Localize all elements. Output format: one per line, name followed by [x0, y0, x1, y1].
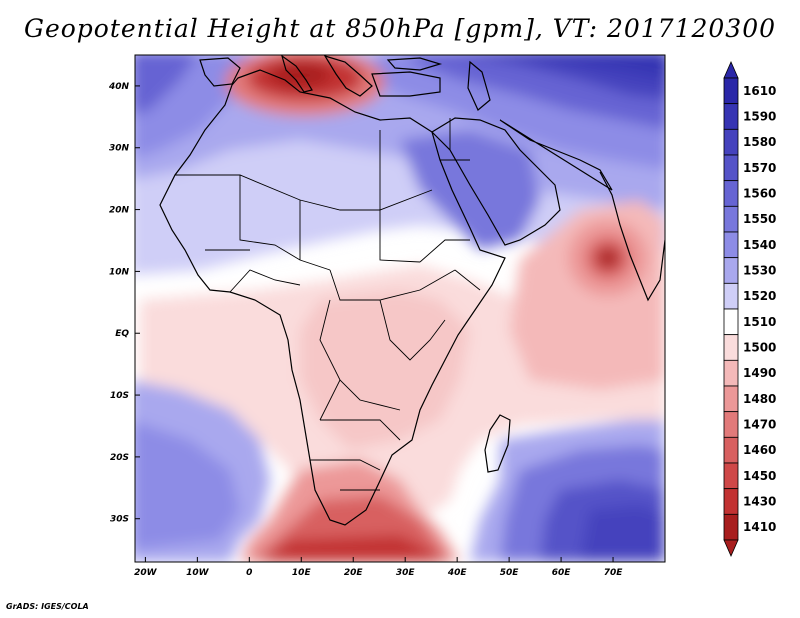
colorbar-label: 1530	[743, 264, 776, 278]
colorbar-swatch	[723, 103, 739, 130]
iberia-coast	[199, 57, 241, 87]
lon-tick-label: 10W	[186, 568, 210, 578]
colorbar-label: 1610	[743, 84, 776, 98]
colorbar-swatch	[723, 436, 739, 464]
turkey-coast	[371, 71, 441, 97]
colorbar-swatch	[723, 77, 739, 105]
lon-tick-label: 0	[246, 568, 252, 578]
colorbar-label: 1500	[743, 341, 776, 355]
colorbar-swatch	[723, 462, 739, 490]
colorbar: 1610 1590 1580 1570 1560 1550 1540 1530 1520 1510…	[723, 61, 776, 557]
lat-tick-label: 20S	[110, 453, 129, 463]
balkans-coast	[323, 55, 373, 97]
lon-tick-label: 20W	[134, 568, 158, 578]
colorbar-swatch	[723, 411, 739, 438]
height-field	[135, 55, 665, 562]
colorbar-label: 1430	[743, 495, 776, 509]
colorbar-swatch	[723, 128, 739, 156]
madagascar	[484, 414, 511, 473]
caspian-sea	[467, 60, 491, 111]
colorbar-label: 1550	[743, 212, 776, 226]
lat-tick-label: 10N	[109, 267, 130, 277]
colorbar-label: 1560	[743, 187, 776, 201]
colorbar-label: 1410	[743, 520, 776, 534]
colorbar-label: 1570	[743, 161, 776, 175]
italy-coast	[281, 55, 313, 93]
colorbar-swatch	[723, 205, 739, 233]
lon-tick-label: 30E	[396, 568, 416, 578]
lon-tick-label: 40E	[447, 568, 468, 578]
colorbar-swatch	[723, 154, 739, 182]
colorbar-label: 1450	[743, 469, 776, 483]
colorbar-swatch	[723, 282, 739, 310]
lon-tick-label: 60E	[552, 568, 572, 578]
colorbar-top-arrow	[723, 61, 739, 79]
colorbar-label: 1540	[743, 238, 776, 252]
colorbar-label: 1590	[743, 110, 776, 124]
country-borders	[175, 118, 481, 491]
lon-tick-label: 50E	[500, 568, 520, 578]
colorbar-label: 1470	[743, 418, 776, 432]
colorbar-swatch	[723, 359, 739, 387]
colorbar-swatch	[723, 308, 739, 336]
lon-tick-label: 10E	[292, 568, 312, 578]
lon-tick-label: 70E	[604, 568, 624, 578]
colorbar-swatch	[723, 231, 739, 259]
colorbar-swatch	[723, 257, 739, 284]
lat-tick-label: 30N	[109, 144, 130, 154]
africa-coastline	[159, 69, 506, 526]
colorbar-label: 1480	[743, 392, 776, 406]
iran-coast	[499, 119, 613, 191]
lat-tick-label: 30S	[110, 515, 129, 525]
colorbar-swatch	[723, 513, 739, 541]
black-sea	[386, 57, 443, 71]
lat-tick-label: 10S	[110, 391, 129, 401]
colorbar-bottom-arrow	[723, 539, 739, 557]
colorbar-swatch	[723, 488, 739, 515]
colorbar-swatch	[723, 180, 739, 207]
colorbar-label: 1490	[743, 366, 776, 380]
lat-tick-label: 20N	[109, 206, 130, 216]
coastlines	[159, 55, 665, 526]
colorbar-swatch	[723, 334, 739, 361]
longitude-axis: 20W 10W 0 10E 20E 30E 40E 50E 60E 70E	[134, 557, 623, 578]
colorbar-label: 1460	[743, 443, 776, 457]
colorbar-label: 1580	[743, 135, 776, 149]
lon-tick-label: 20E	[344, 568, 364, 578]
india-coast	[599, 171, 665, 302]
grads-credit: GrADS: IGES/COLA	[6, 602, 89, 611]
colorbar-label: 1520	[743, 289, 776, 303]
colorbar-label: 1510	[743, 315, 776, 329]
lat-tick-label: 40N	[108, 82, 130, 92]
plot-frame	[134, 54, 666, 563]
chart-title: Geopotential Height at 850hPa [gpm], VT:…	[23, 14, 777, 43]
lat-tick-label: EQ	[115, 329, 129, 339]
latitude-axis: 40N 30N 20N 10N EQ 10S 20S 30S	[108, 82, 140, 525]
arabia-coast	[431, 117, 561, 246]
colorbar-swatch	[723, 385, 739, 413]
